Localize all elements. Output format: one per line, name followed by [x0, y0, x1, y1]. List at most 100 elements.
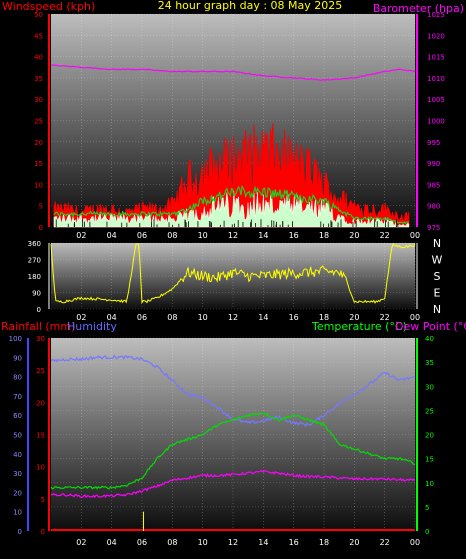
x-tick-label: 02: [76, 313, 86, 322]
x-tick-label: 14: [258, 313, 268, 322]
wind-speed-area: [53, 190, 410, 228]
dewpoint-line: [50, 469, 416, 499]
x-tick-label: 22: [380, 313, 390, 322]
direction-tick-label: 180: [28, 273, 41, 281]
wind-tick-label: 20: [34, 139, 43, 147]
rain-tick-label: 25: [36, 367, 45, 375]
x-tick-label: 14: [258, 231, 268, 240]
direction-grid: [51, 242, 416, 310]
rain-tick-label: 20: [36, 399, 45, 407]
temperature-line: [50, 412, 416, 490]
wind-tick-label: 10: [34, 181, 43, 189]
temp-tick-label: 20: [425, 432, 434, 440]
x-tick-label: 18: [319, 231, 329, 240]
direction-tick-label: 90: [32, 290, 41, 298]
x-tick-label: 02: [76, 231, 86, 240]
temp-tick-label: 15: [425, 456, 434, 464]
wind-axes: 0510152025303540455097598098599099510001…: [34, 11, 445, 240]
x-tick-label: 22: [380, 538, 390, 547]
humidity-tick-label: 70: [13, 393, 22, 401]
baro-tick-label: 995: [427, 139, 440, 147]
wind-tick-label: 40: [34, 54, 43, 62]
compass-label: W: [432, 254, 443, 267]
temp-axes: 0102030405060708090100051015202530051015…: [9, 335, 434, 547]
baro-tick-label: 1010: [427, 75, 445, 83]
average-wind-line: [53, 185, 409, 225]
direction-line: [50, 242, 416, 305]
wind-tick-label: 30: [34, 96, 43, 104]
baro-tick-label: 985: [427, 181, 440, 189]
x-tick-label: 04: [107, 538, 117, 547]
x-tick-label: 00: [410, 538, 420, 547]
rainfall-legend: Rainfall (mm): [1, 320, 75, 333]
compass-label: N: [433, 303, 441, 316]
direction-plot-background: [51, 243, 415, 309]
wind-tick-label: 15: [34, 160, 43, 168]
x-tick-label: 02: [76, 538, 86, 547]
x-tick-label: 06: [137, 538, 147, 547]
temp-plot-background: [51, 338, 415, 531]
wind-axis-title: Windspeed (kph): [2, 0, 95, 13]
barometer-axis-title: Barometer (hpa): [373, 2, 464, 15]
humidity-tick-label: 60: [13, 412, 22, 420]
baro-tick-label: 980: [427, 203, 440, 211]
baro-tick-label: 1000: [427, 118, 445, 126]
x-tick-label: 20: [349, 231, 359, 240]
temp-tick-label: 35: [425, 359, 434, 367]
temp-series-layer: [50, 355, 416, 531]
wind-series-layer: [50, 64, 416, 228]
humidity-tick-label: 30: [13, 470, 22, 478]
x-tick-label: 06: [137, 313, 147, 322]
rain-tick-label: 5: [41, 496, 45, 504]
wind-barometer-chart: 0510152025303540455097598098599099510001…: [34, 11, 445, 240]
graph-date-title: 24 hour graph day : 08 May 2025: [158, 0, 343, 12]
wind-tick-label: 25: [34, 118, 43, 126]
x-tick-label: 10: [198, 538, 208, 547]
humidity-tick-label: 40: [13, 451, 22, 459]
x-tick-label: 22: [380, 231, 390, 240]
x-tick-label: 12: [228, 313, 238, 322]
gust-area: [53, 122, 410, 228]
temp-tick-label: 10: [425, 480, 434, 488]
direction-tick-label: 0: [37, 306, 41, 314]
x-tick-label: 10: [198, 231, 208, 240]
x-tick-label: 08: [167, 313, 177, 322]
humidity-tick-label: 80: [13, 374, 22, 382]
compass-label: E: [434, 287, 441, 300]
x-tick-label: 00: [410, 231, 420, 240]
baro-tick-label: 1020: [427, 32, 445, 40]
temperature-legend: Temperature (°C): [311, 320, 407, 333]
temp-tick-label: 5: [425, 504, 429, 512]
compass-label: N: [433, 237, 441, 250]
humidity-tick-label: 50: [13, 432, 22, 440]
baro-tick-label: 975: [427, 224, 440, 232]
x-tick-label: 04: [107, 313, 117, 322]
x-tick-label: 00: [410, 313, 420, 322]
x-tick-label: 06: [137, 231, 147, 240]
x-tick-label: 16: [289, 538, 299, 547]
direction-series-layer: [50, 242, 416, 305]
humidity-tick-label: 100: [9, 335, 22, 343]
x-tick-label: 20: [349, 538, 359, 547]
baro-tick-label: 1015: [427, 54, 445, 62]
x-tick-label: 20: [349, 313, 359, 322]
wind-tick-label: 45: [34, 32, 43, 40]
x-tick-label: 08: [167, 231, 177, 240]
temp-tick-label: 30: [425, 383, 434, 391]
humidity-tick-label: 20: [13, 489, 22, 497]
baro-tick-label: 1005: [427, 96, 445, 104]
rain-tick-label: 10: [36, 464, 45, 472]
x-tick-label: 18: [319, 313, 329, 322]
x-tick-label: 12: [228, 231, 238, 240]
humidity-tick-label: 90: [13, 354, 22, 362]
direction-tick-label: 270: [28, 257, 41, 265]
temp-tick-label: 25: [425, 407, 434, 415]
x-tick-label: 14: [258, 538, 268, 547]
baro-tick-label: 1025: [427, 11, 445, 19]
direction-tick-label: 360: [28, 240, 41, 248]
x-tick-label: 12: [228, 538, 238, 547]
compass-label: S: [434, 270, 441, 283]
